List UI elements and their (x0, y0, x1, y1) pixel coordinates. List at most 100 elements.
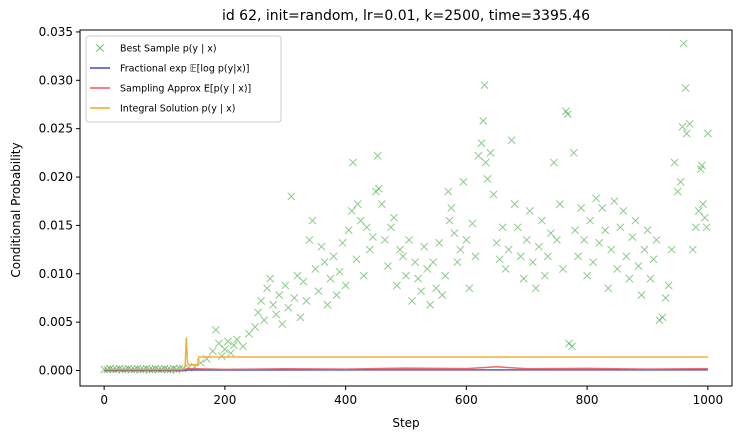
scatter-point (359, 271, 368, 280)
scatter-point (399, 252, 407, 261)
scatter-point (598, 204, 607, 212)
scatter-point (389, 213, 398, 222)
scatter-point (543, 252, 552, 261)
scatter-point (592, 194, 601, 203)
x-tick-label: 400 (334, 393, 357, 407)
scatter-point (429, 258, 438, 267)
scatter-point (299, 277, 308, 286)
legend: Best Sample p(y | x) Fractional exp 𝔼[log… (85, 35, 282, 123)
scatter-point (251, 323, 260, 331)
scatter-point (347, 206, 356, 215)
scatter-point (658, 313, 667, 322)
scatter-point (625, 274, 634, 283)
x-tick-label: 0 (100, 393, 108, 407)
scatter-point (694, 206, 703, 215)
scatter-point (341, 281, 350, 290)
scatter-point (462, 235, 471, 244)
scatter-point (226, 349, 235, 358)
scatter-point (257, 296, 266, 305)
scatter-point (510, 200, 519, 209)
scatter-point (607, 245, 616, 254)
scatter-point (601, 226, 610, 235)
scatter-point (682, 129, 691, 138)
y-tick-label: 0.000 (39, 364, 73, 378)
scatter-point (583, 271, 592, 280)
scatter-point (220, 345, 229, 354)
scatter-point (477, 139, 486, 148)
scatter-point (546, 229, 555, 238)
scatter-point (580, 235, 589, 244)
scatter-point (474, 151, 483, 160)
scatter-point (281, 281, 290, 290)
scatter-point (441, 271, 450, 280)
scatter-point (459, 177, 468, 186)
legend-box (85, 35, 282, 123)
scatter-point (287, 192, 296, 201)
scatter-point (296, 313, 305, 322)
scatter-point (563, 110, 572, 119)
scatter-point (435, 238, 444, 247)
legend-entry-label: Integral Solution p(y | x) (120, 104, 235, 115)
x-tick-label: 200 (213, 393, 236, 407)
scatter-point (332, 291, 341, 300)
scatter-point (480, 81, 489, 90)
y-tick-label: 0.030 (39, 73, 73, 87)
scatter-point (549, 158, 558, 167)
x-tick-label: 600 (455, 393, 478, 407)
scatter-point (486, 148, 495, 157)
scatter-point (348, 158, 357, 167)
scatter-point (700, 213, 709, 222)
scatter-point (445, 216, 454, 225)
scatter-point (432, 284, 441, 293)
scatter-point (420, 242, 429, 251)
scatter-point (272, 310, 281, 319)
scatter-point (438, 291, 447, 300)
scatter-point (414, 274, 423, 283)
scatter-point (260, 316, 269, 325)
scatter-point (254, 308, 263, 317)
scatter-point (489, 190, 498, 199)
scatter-point (492, 238, 501, 247)
scatter-point (681, 84, 690, 92)
scatter-point (481, 158, 490, 167)
scatter-point (278, 320, 287, 329)
scatter-point (302, 296, 311, 305)
scatter-point (374, 184, 383, 193)
scatter-point (447, 204, 456, 212)
scatter-point (664, 281, 673, 290)
scatter-point (628, 233, 637, 241)
scatter-point (479, 116, 488, 125)
scatter-point (444, 187, 453, 196)
scatter-point (504, 245, 513, 254)
scatter-point (408, 296, 416, 305)
scatter-point (368, 233, 377, 241)
scatter-point (552, 235, 561, 244)
scatter-point (266, 274, 275, 283)
scatter-point (643, 226, 652, 235)
scatter-point (688, 245, 697, 254)
legend-entry-label: Best Sample p(y | x) (120, 44, 217, 55)
scatter-point (537, 216, 546, 225)
scatter-point (320, 258, 329, 267)
x-axis: 0 200 400 600 800 1000 (100, 386, 723, 407)
legend-entry-label: Sampling Approx E[p(y | x)] (120, 84, 251, 95)
chart-title: id 62, init=random, lr=0.01, k=2500, tim… (222, 8, 590, 24)
scatter-point (528, 258, 537, 267)
scatter-point (516, 252, 525, 261)
scatter-point (483, 175, 492, 183)
scatter-point (311, 264, 320, 273)
scatter-point (380, 235, 389, 244)
scatter-point (317, 242, 326, 251)
scatter-point (649, 255, 658, 264)
scatter-point (245, 329, 253, 338)
scatter-point (468, 219, 477, 228)
scatter-point (622, 252, 631, 261)
plot-frame (79, 29, 733, 387)
scatter-point (661, 294, 670, 302)
y-axis-label: Conditional Probability (9, 142, 23, 277)
scatter-point (308, 216, 317, 225)
scatter-point (569, 148, 578, 157)
scatter-point (352, 255, 361, 264)
y-tick-label: 0.015 (39, 218, 73, 232)
